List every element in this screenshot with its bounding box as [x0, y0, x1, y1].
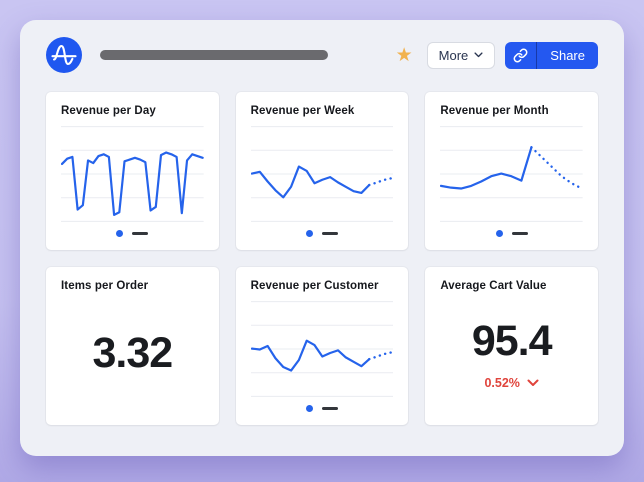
- chevron-down-icon: [474, 52, 483, 58]
- card-revenue-per-week[interactable]: Revenue per Week: [235, 92, 409, 250]
- card-title: Items per Order: [61, 280, 149, 292]
- star-icon[interactable]: ★: [395, 44, 413, 66]
- series-dash-icon: [321, 406, 338, 410]
- metric-value: 95.4: [471, 317, 553, 365]
- series-dot-icon: [495, 229, 503, 237]
- share-button-label: Share: [550, 47, 585, 63]
- chart-legend[interactable]: [440, 227, 583, 239]
- dashboard-panel: ★ More Share Revenue per Day: [20, 20, 624, 456]
- amplitude-logo[interactable]: [46, 37, 82, 73]
- card-items-per-order[interactable]: Items per Order 3.32: [46, 267, 219, 425]
- card-revenue-per-day[interactable]: Revenue per Day: [46, 92, 219, 250]
- metric-area: 3.32: [61, 292, 204, 415]
- card-title: Average Cart Value: [440, 280, 547, 292]
- line-chart[interactable]: [440, 126, 583, 222]
- series-dot-icon: [116, 229, 124, 237]
- chart-area: [61, 126, 204, 222]
- series-dot-icon: [305, 404, 313, 412]
- card-title: Revenue per Customer: [250, 280, 379, 292]
- chart-area: [440, 126, 583, 222]
- line-chart[interactable]: [250, 301, 394, 397]
- cards-grid: Revenue per Day Revenue per Week Revenue…: [46, 92, 598, 425]
- chart-legend[interactable]: [61, 227, 204, 239]
- series-dash-icon: [321, 231, 338, 235]
- metric-area: 95.4 0.52%: [440, 292, 583, 415]
- chevron-down-icon: [527, 379, 539, 386]
- dashboard-header: ★ More Share: [20, 20, 624, 73]
- link-icon: [513, 48, 528, 62]
- chart-legend[interactable]: [251, 402, 394, 414]
- chart-area: [250, 301, 394, 397]
- series-dash-icon: [511, 231, 528, 235]
- chart-area: [250, 126, 394, 222]
- metric-delta: 0.52%: [484, 376, 539, 390]
- card-revenue-per-customer[interactable]: Revenue per Customer: [235, 267, 409, 425]
- line-chart[interactable]: [61, 126, 204, 222]
- delta-value: 0.52%: [484, 376, 520, 390]
- metric-value: 3.32: [92, 329, 173, 377]
- copy-link-segment[interactable]: [505, 42, 536, 69]
- more-button-label: More: [438, 47, 469, 63]
- share-button-divider: [536, 41, 538, 69]
- series-dash-icon: [132, 231, 149, 235]
- card-title: Revenue per Week: [250, 105, 355, 117]
- dashboard-title-placeholder: [100, 50, 328, 60]
- share-button[interactable]: Share: [505, 41, 598, 69]
- card-title: Revenue per Month: [440, 105, 549, 117]
- card-revenue-per-month[interactable]: Revenue per Month: [425, 92, 598, 250]
- more-button[interactable]: More: [426, 41, 496, 69]
- line-chart[interactable]: [250, 126, 394, 222]
- chart-legend[interactable]: [251, 227, 394, 239]
- series-dot-icon: [305, 229, 313, 237]
- card-title: Revenue per Day: [61, 105, 156, 117]
- card-average-cart-value[interactable]: Average Cart Value 95.4 0.52%: [425, 267, 598, 425]
